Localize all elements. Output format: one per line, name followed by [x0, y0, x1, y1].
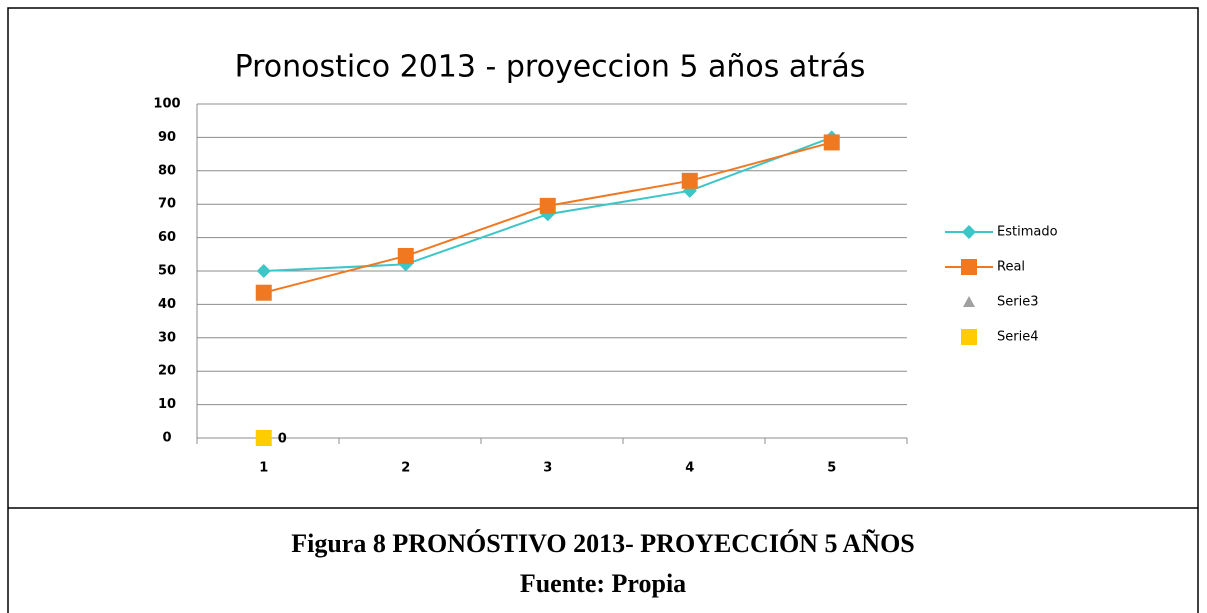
y-tick-label: 100: [153, 97, 180, 112]
x-tick-label: 1: [259, 461, 268, 476]
data-point: [397, 247, 414, 264]
data-point: [681, 172, 698, 189]
legend-marker: [961, 259, 977, 275]
y-tick-label: 20: [158, 364, 176, 379]
legend-label: Serie3: [997, 295, 1038, 310]
x-tick-label: 4: [685, 461, 694, 476]
legend-label: Real: [997, 260, 1025, 275]
data-point: [255, 284, 272, 301]
data-point: [256, 264, 271, 278]
chart-title: Pronostico 2013 - proyeccion 5 años atrá…: [235, 50, 866, 85]
legend-label: Serie4: [997, 330, 1038, 345]
y-tick-label: 30: [158, 330, 176, 345]
figure-frame: [7, 7, 1199, 613]
legend-marker: [963, 296, 975, 307]
legend-marker: [962, 225, 976, 239]
caption-title: Figura 8 PRONÓSTIVO 2013- PROYECCIÓN 5 A…: [291, 529, 915, 558]
x-tick-label: 2: [401, 461, 410, 476]
y-tick-label: 90: [158, 130, 176, 145]
caption-source: Fuente: Propia: [520, 569, 686, 598]
y-tick-label: 50: [158, 264, 176, 279]
x-tick-label: 3: [543, 461, 552, 476]
legend-marker: [961, 329, 977, 345]
y-tick-label: 0: [162, 431, 171, 446]
y-tick-label: 60: [158, 230, 176, 245]
y-tick-label: 80: [158, 163, 176, 178]
y-tick-label: 40: [158, 297, 176, 312]
legend-label: Estimado: [997, 225, 1058, 240]
x-tick-label: 5: [827, 461, 836, 476]
y-tick-label: 10: [158, 397, 176, 412]
data-point: [255, 430, 272, 446]
data-point: [823, 134, 840, 151]
data-label: 0: [278, 432, 287, 447]
data-point: [539, 197, 556, 214]
y-tick-label: 70: [158, 197, 176, 212]
